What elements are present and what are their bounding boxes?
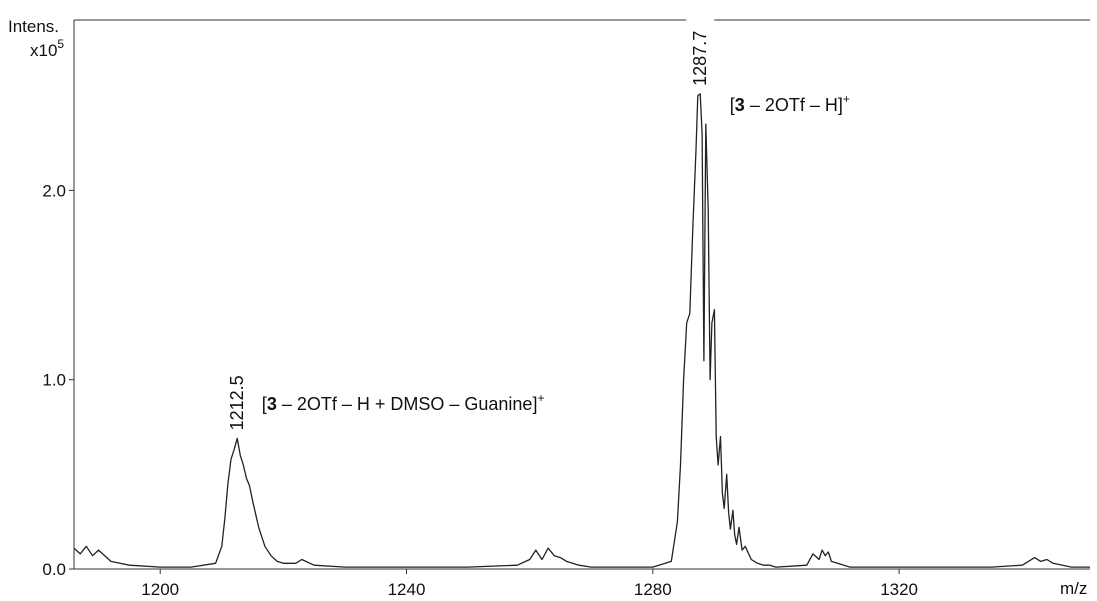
peak-label: 1212.5	[227, 375, 247, 430]
y-tick-label: 0.0	[42, 560, 66, 579]
y-axis-multiplier-base: x10	[30, 41, 57, 60]
plot-frame	[73, 19, 1090, 570]
x-tick-label: 1280	[634, 580, 672, 599]
peak-annotation: [3 – 2OTf – H + DMSO – Guanine]+	[262, 391, 545, 414]
annotation-text: – 2OTf – H]	[745, 95, 843, 115]
annotation-compound: 3	[267, 394, 277, 414]
x-axis: 1200 1240 1280 1320	[141, 569, 918, 599]
y-axis: 0.0 1.0 2.0	[42, 181, 74, 579]
annotation-compound: 3	[735, 95, 745, 115]
x-tick-label: 1200	[141, 580, 179, 599]
peak-annotations: [3 – 2OTf – H + DMSO – Guanine]+[3 – 2OT…	[262, 92, 850, 414]
annotation-open: [	[730, 95, 735, 115]
peak-labels: 1212.5 1287.7	[227, 31, 710, 431]
peak-annotation: [3 – 2OTf – H]+	[730, 92, 850, 115]
spectrum-line	[73, 93, 1090, 568]
x-tick-label: 1240	[388, 580, 426, 599]
y-axis-multiplier: x105	[30, 37, 64, 60]
y-tick-label: 1.0	[42, 371, 66, 390]
y-tick-label: 2.0	[42, 181, 66, 200]
annotation-charge: +	[537, 391, 544, 405]
peak-label: 1287.7	[690, 31, 710, 86]
x-axis-title: m/z	[1060, 579, 1087, 598]
annotation-charge: +	[843, 92, 850, 106]
y-axis-multiplier-exponent: 5	[57, 37, 64, 51]
y-axis-title: Intens.	[8, 17, 59, 36]
annotation-open: [	[262, 394, 267, 414]
annotation-text: – 2OTf – H + DMSO – Guanine]	[277, 394, 538, 414]
x-tick-label: 1320	[880, 580, 918, 599]
